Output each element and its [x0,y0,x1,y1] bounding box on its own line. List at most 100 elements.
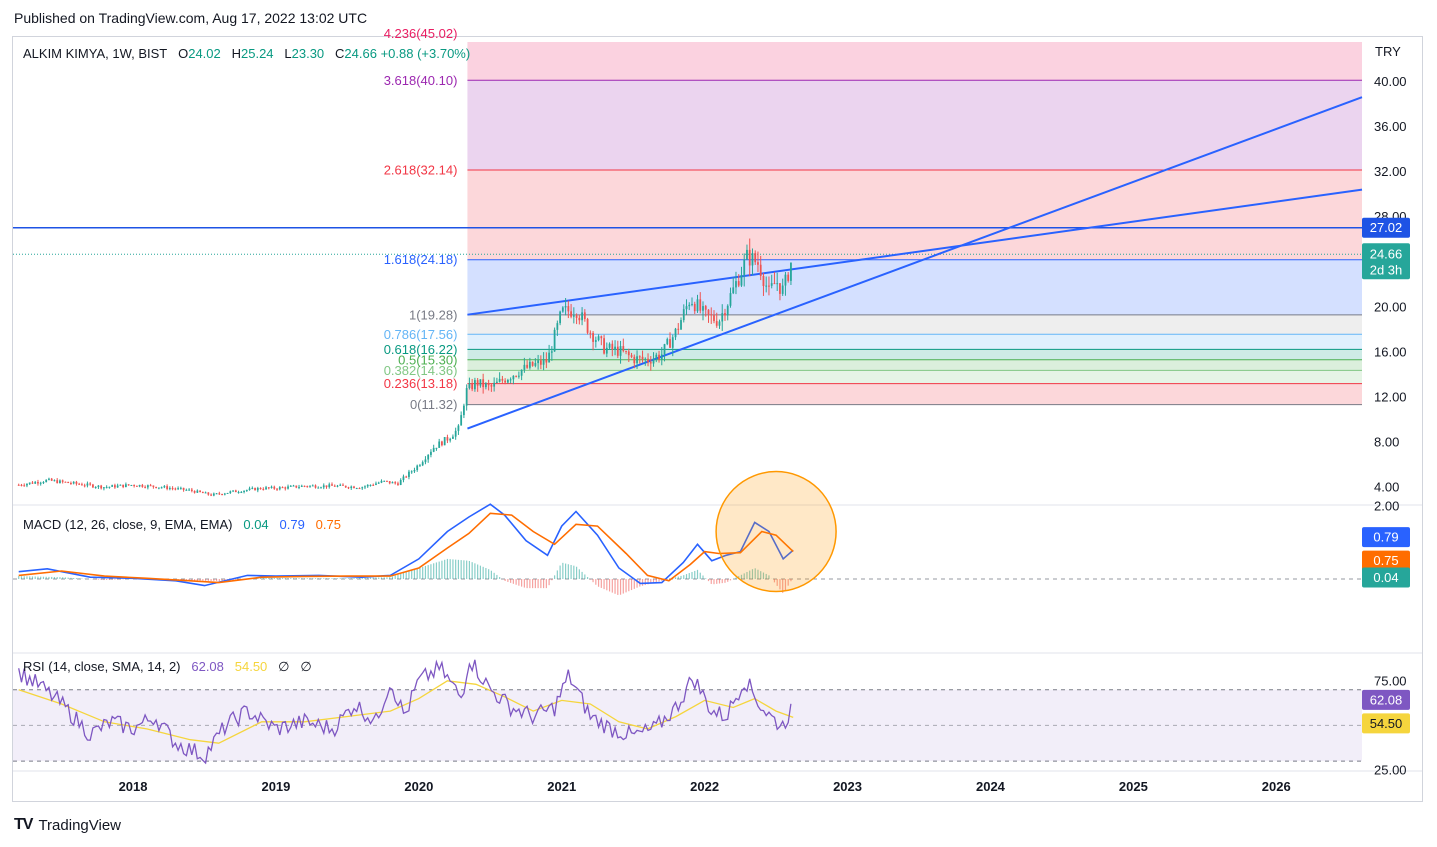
price-tick-8.00: 8.00 [1374,435,1399,450]
candle-body [743,259,746,275]
time-tick-2025: 2025 [1119,779,1148,794]
candle-body [221,494,223,496]
rsi-tick-75.00: 75.00 [1374,673,1407,688]
candle-body [402,476,405,481]
candle-body [655,354,658,359]
candle-body [493,382,496,387]
candle-body [781,285,784,294]
candle-body [155,486,158,489]
last-price-tag: 24.66 [1370,246,1403,261]
time-tick-2020: 2020 [404,779,433,794]
fib-label-0.382: 0.382(14.36) [384,363,458,378]
candle-body [779,283,781,294]
legend-high: 25.24 [241,46,274,61]
candle-body [707,309,710,315]
candle-body [174,488,177,490]
candle-body [303,485,306,487]
candle-body [449,438,452,441]
candle-body [421,462,424,466]
candle-body [375,483,377,485]
time-tick-2023: 2023 [833,779,862,794]
candle-body [339,484,342,486]
candle-body [127,484,130,486]
price-tick-20.00: 20.00 [1374,299,1407,314]
candle-body [581,312,583,321]
fib-label-4.236: 4.236(45.02) [384,26,458,41]
candle-body [517,375,520,377]
candle-body [526,364,529,368]
macd-hist-tag-bg [1362,567,1410,588]
candle-body [144,486,147,488]
candle-body [309,485,311,487]
candle-body [34,482,37,484]
rsi-ma-value: 54.50 [234,659,268,674]
fib-label-0.786: 0.786(17.56) [384,327,458,342]
candle-body [333,485,336,487]
candle-body [539,360,542,365]
fib-zone-0.382 [467,359,1363,371]
fib-zone-3.618 [467,42,1363,81]
chart-frame [12,36,1423,802]
brand-footer[interactable]: TV TradingView [14,816,121,834]
price-legend: ALKIM KIMYA, 1W, BIST O24.02 H25.24 L23.… [23,46,470,61]
candle-body [592,333,594,342]
candle-body [506,379,509,383]
candle-body [182,487,185,490]
candle-body [424,459,427,463]
rsi-line [18,659,792,765]
candle-body [254,487,256,491]
candle-body [292,485,295,487]
candle-body [633,356,636,364]
candle-body [762,275,765,287]
candle-body [138,484,141,487]
candle-body [770,283,773,286]
candle-body [94,487,97,489]
candle-body [56,480,59,484]
candle-body [748,249,751,266]
candle-body [97,485,100,488]
candle-body [256,487,259,491]
candle-body [276,488,278,490]
candle-body [790,262,792,281]
candle-body [773,283,776,285]
candle-body [699,299,702,311]
horizontal-line-tag-bg [1362,217,1410,238]
candle-body [267,487,270,489]
candle-body [614,346,616,350]
candle-body [751,253,754,266]
rsi-title[interactable]: RSI (14, close, SMA, 14, 2) [23,659,181,674]
candle-body [273,486,276,489]
candle-body [42,482,45,484]
legend-symbol[interactable]: ALKIM KIMYA, 1W, BIST [23,46,168,61]
candle-body [476,380,479,386]
candle-body [179,487,182,489]
candle-body [37,482,39,484]
fib-label-3.618: 3.618(40.10) [384,73,458,88]
price-tick-36.00: 36.00 [1374,119,1407,134]
candle-body [548,352,551,363]
candle-body [149,485,152,487]
candle-body [441,441,443,446]
candle-body [383,480,386,482]
macd-title[interactable]: MACD (12, 26, close, 9, EMA, EMA) [23,517,233,532]
price-tick-16.00: 16.00 [1374,344,1407,359]
tradingview-logo-icon: TV [14,816,33,833]
candle-body [344,485,347,488]
candle-body [498,378,501,382]
candle-body [674,328,677,338]
candle-body [397,483,399,485]
candle-body [713,315,715,322]
candle-body [133,485,136,487]
candle-body [355,488,358,490]
candle-body [201,492,204,494]
candle-body [177,488,180,490]
candle-body [215,493,218,495]
candle-body [647,358,649,363]
candle-body [559,311,561,324]
candle-body [693,303,696,312]
candle-body [81,484,83,486]
candle-body [550,351,553,353]
candle-body [353,486,355,489]
candle-body [704,306,707,310]
